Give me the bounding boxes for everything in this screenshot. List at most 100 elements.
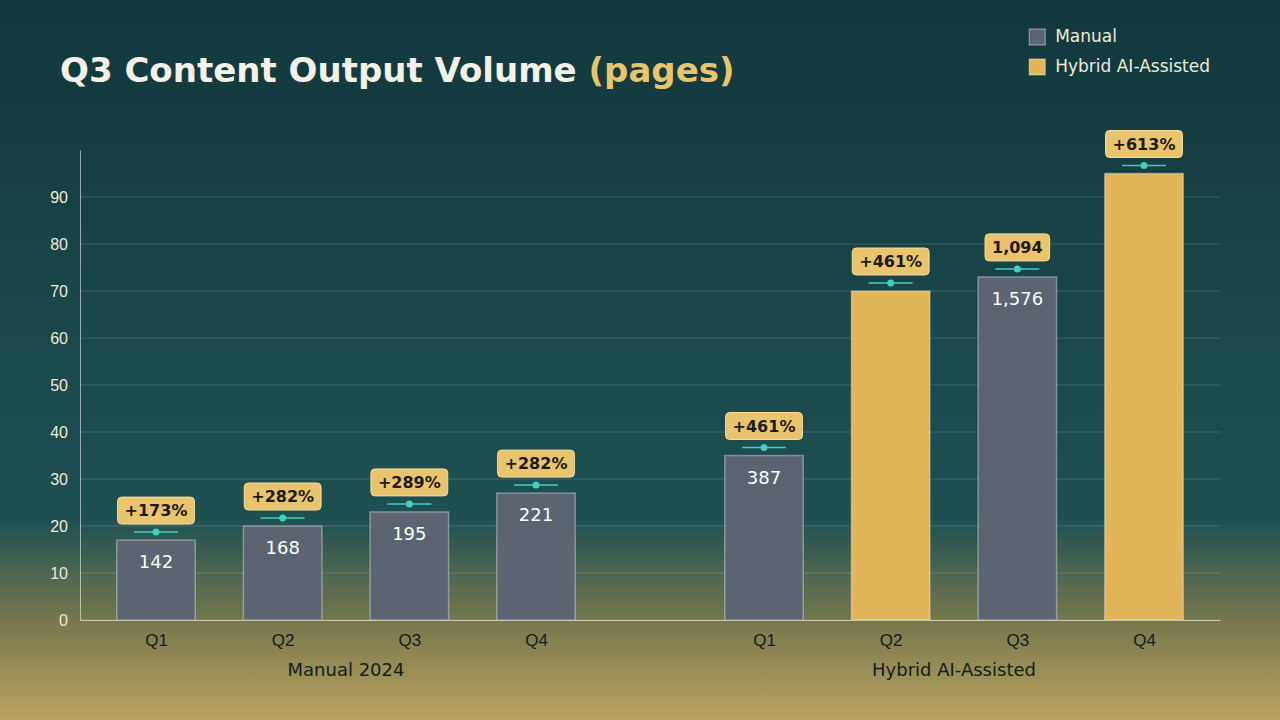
x-tick: Q1	[145, 620, 168, 650]
annotation-label: +173%	[125, 501, 188, 520]
legend-label: Manual	[1055, 26, 1117, 46]
x-axis: Q1 Q2 Q3 Q4 Q1 Q2 Q3 Q4	[81, 620, 1221, 650]
group-label: Manual 2024	[288, 659, 405, 680]
legend-item: Manual	[1029, 26, 1117, 46]
y-tick: 90	[50, 189, 80, 206]
annotation-dot	[279, 515, 286, 522]
annotation: +282%	[498, 450, 575, 489]
bar-inner-label: 221	[519, 504, 553, 525]
bar	[117, 540, 196, 620]
x-tick-label: Q1	[145, 631, 168, 650]
chart-svg: 0 10 20 30 40 50 60 70 80 90 Q1 Q2 Q3 Q4 Q1 Q2 Q3 Q4 Manua…	[0, 0, 1280, 720]
background	[0, 0, 1280, 720]
bar-inner-label: 387	[747, 467, 781, 488]
legend-label: Hybrid AI-Assisted	[1055, 56, 1210, 76]
title: Q3 Content Output Volume (pages)	[60, 50, 735, 90]
legend-item: Hybrid AI-Assisted	[1029, 56, 1210, 76]
x-tick: Q1	[753, 620, 776, 650]
annotations: +173% +282% +289% +282% +461% +461% 1,094 +613%	[118, 131, 1183, 536]
bar	[978, 277, 1057, 620]
annotation-dot	[406, 500, 413, 507]
bar	[497, 493, 576, 620]
annotation-badge	[244, 483, 321, 510]
annotation: 1,094	[985, 234, 1050, 273]
x-tick-label: Q4	[1133, 631, 1156, 650]
title-main: Q3 Content Output Volume	[60, 50, 589, 90]
annotation-badge	[726, 413, 803, 440]
y-tick-label: 30	[50, 471, 68, 488]
annotation-label: +282%	[505, 454, 568, 473]
bar-inner-label: 142	[139, 551, 173, 572]
y-tick: 20	[50, 518, 80, 535]
x-tick: Q2	[272, 620, 295, 650]
bar	[370, 512, 449, 620]
y-tick: 80	[50, 236, 80, 253]
x-tick-label: Q2	[272, 631, 295, 650]
y-tick-label: 60	[50, 330, 68, 347]
title-unit: (pages)	[589, 50, 735, 90]
annotation-label: +613%	[1113, 135, 1176, 154]
annotation-dot	[153, 529, 160, 536]
annotation: +173%	[118, 497, 195, 536]
bar-inner-label: 195	[392, 523, 426, 544]
annotation-label: +461%	[733, 417, 796, 436]
annotation-badge	[118, 497, 195, 524]
annotation: +461%	[726, 413, 803, 452]
y-tick-label: 80	[50, 236, 68, 253]
group-label: Hybrid AI-Assisted	[872, 659, 1036, 680]
x-tick: Q3	[398, 620, 421, 650]
annotation-label: 1,094	[992, 238, 1043, 257]
annotation-badge	[371, 469, 448, 496]
bar	[1105, 174, 1184, 621]
x-tick-label: Q2	[880, 631, 903, 650]
annotation-badge	[1106, 131, 1183, 158]
x-tick-label: Q4	[525, 631, 548, 650]
bar-inner-label: 1,576	[992, 288, 1044, 309]
annotation-badge	[498, 450, 575, 477]
annotation-badge	[852, 248, 929, 275]
annotation-label: +461%	[859, 252, 922, 271]
y-tick: 30	[50, 471, 80, 488]
y-tick-label: 50	[50, 377, 68, 394]
annotation: +613%	[1106, 131, 1183, 170]
x-tick: Q2	[880, 620, 903, 650]
annotation-label: +282%	[251, 487, 314, 506]
grid	[80, 197, 1220, 620]
group-labels: Manual 2024 Hybrid AI-Assisted	[288, 659, 1036, 680]
y-tick-label: 10	[50, 565, 68, 582]
y-axis: 0 10 20 30 40 50 60 70 80 90	[50, 151, 80, 629]
annotation: +461%	[852, 248, 929, 287]
bar	[851, 291, 930, 620]
y-tick: 70	[50, 283, 80, 300]
y-tick: 40	[50, 424, 80, 441]
y-tick-label: 70	[50, 283, 68, 300]
inner-labels: 142 168 195 221 387 1,576	[139, 288, 1043, 572]
annotation: +282%	[244, 483, 321, 522]
legend: Manual Hybrid AI-Assisted	[1029, 26, 1210, 76]
x-axis-line	[81, 620, 1221, 621]
y-tick: 10	[50, 565, 80, 582]
bar	[243, 526, 322, 620]
bar-inner-label: 168	[265, 537, 299, 558]
y-axis-line	[80, 151, 81, 621]
x-tick: Q3	[1006, 620, 1029, 650]
annotation-label: +289%	[378, 473, 441, 492]
y-tick: 0	[59, 612, 80, 629]
x-tick-label: Q3	[1006, 631, 1029, 650]
x-tick-label: Q1	[753, 631, 776, 650]
y-tick: 50	[50, 377, 80, 394]
annotation-dot	[533, 482, 540, 489]
y-tick-label: 0	[59, 612, 68, 629]
annotation-dot	[887, 280, 894, 287]
annotation-dot	[1014, 265, 1021, 272]
y-tick-label: 20	[50, 518, 68, 535]
annotation-dot	[761, 444, 768, 451]
y-tick: 60	[50, 330, 80, 347]
bar	[725, 456, 804, 621]
annotation-dot	[1141, 162, 1148, 169]
annotation: +289%	[371, 469, 448, 508]
legend-swatch	[1029, 29, 1045, 45]
grid-line	[80, 197, 1220, 198]
y-tick-label: 90	[50, 189, 68, 206]
x-tick: Q4	[525, 620, 548, 650]
